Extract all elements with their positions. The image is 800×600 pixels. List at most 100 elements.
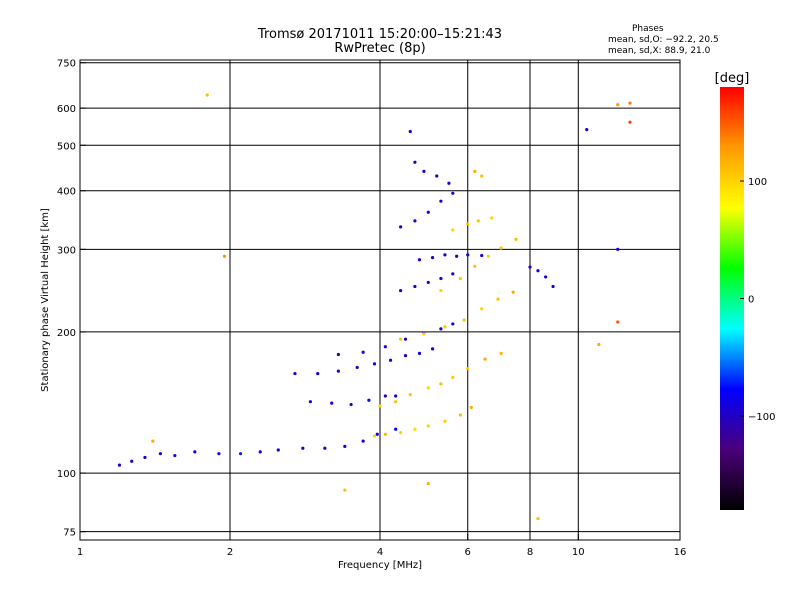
chart-title: Tromsø 20171011 15:20:00–15:21:43 bbox=[257, 27, 503, 42]
data-point bbox=[439, 382, 443, 386]
data-point bbox=[514, 237, 518, 241]
data-point bbox=[388, 358, 393, 362]
data-point bbox=[451, 322, 455, 326]
data-point bbox=[323, 446, 327, 450]
data-point bbox=[399, 225, 403, 229]
y-tick-label: 100 bbox=[57, 469, 76, 480]
data-point bbox=[458, 276, 463, 281]
data-point bbox=[276, 448, 280, 452]
data-point bbox=[394, 427, 398, 431]
x-tick-label: 16 bbox=[674, 547, 687, 558]
data-point bbox=[383, 345, 387, 349]
data-point bbox=[536, 269, 540, 273]
data-point bbox=[439, 327, 443, 331]
data-point bbox=[480, 174, 484, 178]
data-point bbox=[499, 351, 503, 355]
data-point bbox=[466, 367, 470, 371]
data-point bbox=[173, 453, 177, 458]
data-point bbox=[499, 246, 503, 250]
data-point bbox=[394, 394, 398, 398]
data-point bbox=[528, 265, 532, 269]
data-point bbox=[466, 222, 470, 226]
data-point bbox=[383, 394, 387, 398]
data-point bbox=[117, 463, 122, 467]
data-point bbox=[443, 253, 447, 257]
data-points bbox=[117, 93, 632, 521]
data-point bbox=[217, 452, 221, 456]
data-point bbox=[413, 219, 417, 223]
data-point bbox=[466, 253, 470, 257]
data-point bbox=[435, 174, 439, 178]
data-point bbox=[336, 369, 340, 373]
y-tick-label: 75 bbox=[63, 528, 76, 539]
data-point bbox=[403, 337, 408, 341]
data-point bbox=[451, 228, 455, 232]
data-point bbox=[413, 284, 417, 289]
data-point bbox=[417, 258, 422, 262]
data-point bbox=[399, 288, 403, 293]
chart-subtitle: RwPretec (8p) bbox=[334, 41, 426, 56]
phases-x-stats: mean, sd,X: 88.9, 21.0 bbox=[608, 46, 711, 56]
data-point bbox=[443, 325, 447, 329]
phases-header: Phases bbox=[632, 24, 664, 34]
data-point bbox=[205, 93, 209, 97]
data-point bbox=[473, 169, 477, 173]
data-point bbox=[426, 481, 430, 486]
colorbar-label: [deg] bbox=[715, 71, 750, 86]
data-point bbox=[480, 307, 484, 311]
data-point bbox=[443, 419, 447, 423]
data-point bbox=[616, 103, 620, 107]
y-tick-label: 600 bbox=[57, 104, 76, 115]
data-point bbox=[486, 254, 490, 258]
data-point bbox=[336, 352, 340, 357]
axis-ticks: 1 2 4 6 8 10 16 75 100 200 300 400 500 600 750 bbox=[57, 59, 686, 558]
data-point bbox=[361, 350, 365, 354]
data-point bbox=[343, 488, 347, 492]
data-point bbox=[361, 439, 365, 443]
data-point bbox=[597, 342, 601, 347]
data-point bbox=[349, 402, 353, 407]
data-point bbox=[383, 432, 387, 436]
data-point bbox=[476, 219, 480, 223]
data-point bbox=[399, 337, 403, 341]
data-point bbox=[130, 459, 134, 463]
data-point bbox=[238, 452, 243, 456]
data-point bbox=[439, 199, 443, 203]
phases-o-stats: mean, sd,O: −92.2, 20.5 bbox=[608, 35, 719, 45]
colorbar-ticks: 100 0 −100 bbox=[740, 177, 775, 423]
data-point bbox=[375, 432, 379, 436]
data-point bbox=[439, 288, 443, 293]
data-point bbox=[143, 455, 147, 460]
data-point bbox=[413, 160, 417, 164]
data-point bbox=[616, 247, 620, 251]
colorbar-tick-label: −100 bbox=[748, 412, 775, 423]
data-point bbox=[439, 276, 443, 281]
data-point bbox=[193, 450, 197, 454]
y-tick-label: 200 bbox=[57, 328, 76, 339]
data-point bbox=[511, 290, 515, 294]
data-point bbox=[378, 404, 382, 408]
data-point bbox=[316, 371, 320, 376]
data-point bbox=[403, 354, 408, 358]
data-point bbox=[372, 362, 377, 366]
colorbar-tick-label: 0 bbox=[748, 295, 754, 306]
data-point bbox=[301, 446, 305, 450]
data-point bbox=[430, 256, 435, 260]
data-point bbox=[628, 101, 632, 105]
x-tick-label: 4 bbox=[377, 547, 383, 558]
data-point bbox=[417, 351, 422, 355]
data-point bbox=[490, 216, 494, 220]
data-point bbox=[258, 450, 262, 454]
data-point bbox=[483, 357, 487, 361]
data-point bbox=[413, 427, 417, 431]
colorbar-tick-label: 100 bbox=[748, 177, 767, 188]
data-point bbox=[330, 401, 334, 405]
data-point bbox=[496, 297, 500, 301]
data-point bbox=[426, 210, 430, 214]
grid bbox=[80, 60, 680, 540]
data-point bbox=[451, 272, 455, 276]
data-point bbox=[426, 424, 430, 428]
y-tick-label: 300 bbox=[57, 245, 76, 256]
data-point bbox=[158, 452, 163, 456]
